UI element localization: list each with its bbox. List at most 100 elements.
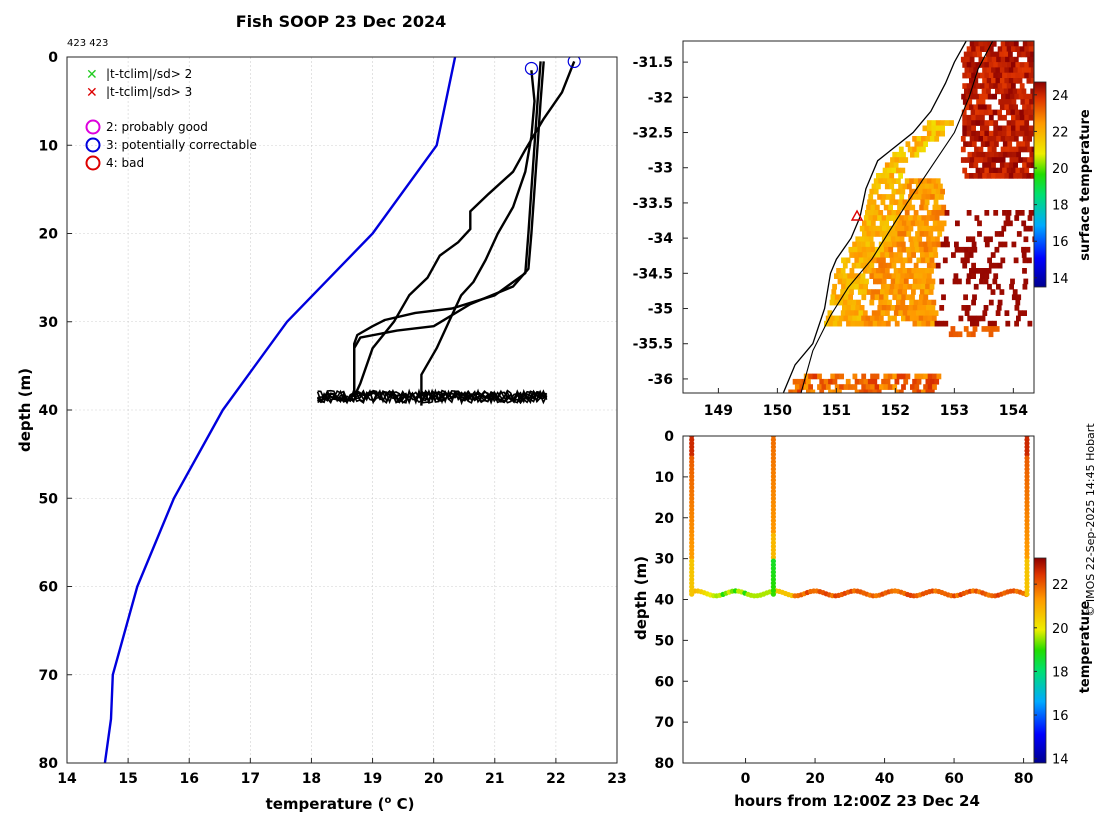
sst-cell <box>862 310 868 316</box>
sst-cell <box>896 299 901 306</box>
map-lines <box>782 41 994 393</box>
cast-point <box>689 536 695 542</box>
sst-cell <box>912 278 918 285</box>
sst-cell <box>859 236 865 243</box>
profile-y-tick-label: 80 <box>39 756 59 772</box>
sst-cell <box>834 315 840 322</box>
sst-cell <box>900 273 906 279</box>
sst-cell <box>1002 114 1007 121</box>
sst-cell <box>854 389 860 393</box>
profile-x-tick-label: 16 <box>179 771 198 787</box>
sst-cell <box>889 283 895 290</box>
sst-cell <box>1012 289 1018 295</box>
sst-cell <box>910 204 916 211</box>
bottom-band-line <box>317 389 548 405</box>
sst-cell <box>855 320 860 327</box>
sst-cell <box>830 294 836 301</box>
cast-point <box>770 554 777 561</box>
sst-cell <box>1013 162 1018 169</box>
sst-cell <box>984 72 990 79</box>
sst-cell <box>911 283 917 290</box>
sst-cell <box>926 178 932 184</box>
sst-cell <box>994 151 999 158</box>
sst-cell <box>968 246 973 253</box>
map-y-tick-label: -35 <box>648 302 673 318</box>
sst-cell <box>1019 210 1025 216</box>
sst-cell <box>963 294 968 301</box>
sst-cell <box>970 236 976 243</box>
sst-cell <box>1006 130 1012 137</box>
sst-cell <box>948 331 954 338</box>
sst-cell <box>991 41 997 47</box>
sst-cell <box>990 326 996 332</box>
sst-cell <box>837 320 843 327</box>
sst-cell <box>932 220 938 227</box>
map-y-tick-label: -35.5 <box>633 337 673 353</box>
sst-cell <box>931 188 937 195</box>
sst-cell <box>904 178 910 184</box>
profile-plot-area <box>67 57 617 763</box>
sst-cell <box>966 46 972 52</box>
sst-cell <box>819 378 825 385</box>
sst-cell <box>1020 141 1026 147</box>
sst-cell <box>983 236 989 243</box>
sst-cell <box>971 83 976 89</box>
sst-cell <box>978 136 984 142</box>
profile-y-tick-label: 20 <box>39 227 59 243</box>
sst-cell <box>902 310 908 316</box>
sst-cell <box>970 320 975 327</box>
sst-cell <box>1005 215 1011 221</box>
sst-cell <box>854 283 860 290</box>
sst-cell <box>966 62 972 68</box>
sst-cell <box>874 294 880 301</box>
legend-item-cross-red: ✕ |t-tclim|/sd> 3 <box>86 85 192 101</box>
legend-circle-blue-icon <box>85 137 101 153</box>
sst-cell <box>869 273 875 279</box>
sst-cell <box>935 188 941 195</box>
sst-cell <box>917 278 922 285</box>
sst-cell <box>977 51 982 58</box>
sst-cell <box>890 194 896 200</box>
section-y-tick-label: 10 <box>655 470 675 486</box>
sst-cell <box>980 151 986 158</box>
sst-cell <box>1007 141 1013 147</box>
sst-cell <box>1028 46 1034 52</box>
sst-cell <box>980 167 985 174</box>
sst-cell <box>916 136 922 142</box>
legend-item-probably-good: 2: probably good <box>85 119 208 135</box>
sst-cell <box>854 257 860 264</box>
sst-cell <box>977 220 982 227</box>
sst-cell <box>889 252 894 258</box>
cast-point <box>689 492 695 498</box>
sst-cell <box>894 320 900 327</box>
sst-cell <box>971 273 976 279</box>
sst-cell <box>863 320 869 327</box>
sst-cell <box>832 283 837 290</box>
sst-cell <box>1023 236 1029 243</box>
cast-point <box>689 440 695 446</box>
sst-cell <box>883 204 889 211</box>
cast-point <box>1024 466 1030 472</box>
legend-label: |t-tclim|/sd> 2 <box>106 67 192 81</box>
sst-cell <box>891 178 897 184</box>
sst-cell <box>1023 278 1029 285</box>
sst-cell <box>995 67 1001 74</box>
sst-cell <box>914 315 919 322</box>
sst-cell <box>887 299 892 306</box>
flag-circle-marker <box>567 57 581 69</box>
sst-cell <box>980 46 985 52</box>
cast-point <box>689 580 695 586</box>
sst-cell <box>830 373 836 380</box>
sst-cell <box>1022 157 1028 163</box>
sst-cell <box>867 199 872 206</box>
sst-cell <box>984 167 990 174</box>
sst-cell <box>988 236 993 243</box>
sst-cell <box>1006 120 1012 126</box>
section-y-tick-label: 30 <box>655 552 675 568</box>
sst-cell <box>862 268 868 274</box>
map-x-tick-label: 150 <box>763 403 792 419</box>
sst-cell <box>995 88 1000 95</box>
sst-cell <box>893 289 899 295</box>
cast-point <box>1024 440 1030 446</box>
sst-cell <box>890 236 896 243</box>
